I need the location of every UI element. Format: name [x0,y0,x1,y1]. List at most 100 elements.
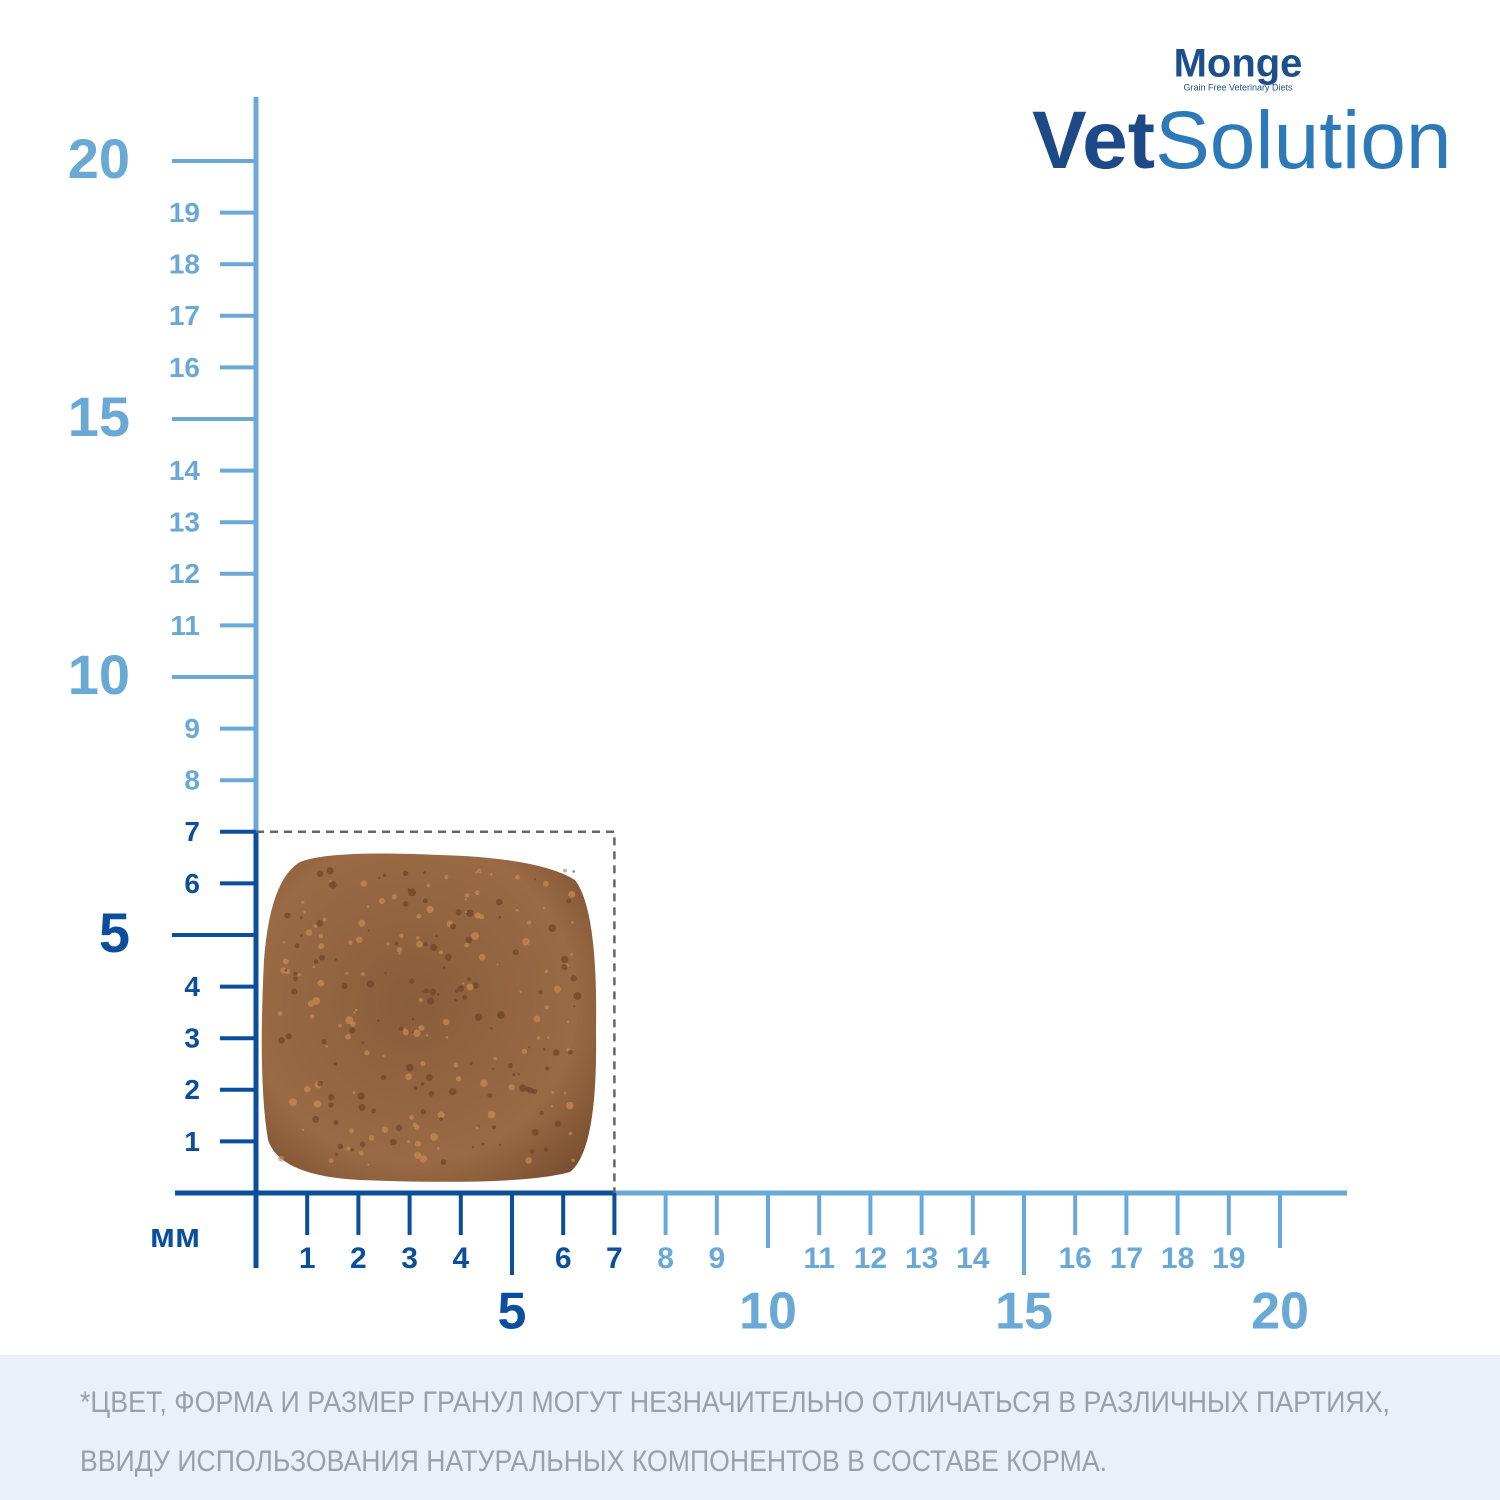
texture-dot [329,880,337,889]
texture-dot [487,1110,496,1119]
texture-dot [318,943,325,950]
texture-dot [461,982,465,985]
texture-dot [349,1027,356,1034]
y-tick-label: 19 [169,197,200,228]
texture-dot [377,1019,380,1022]
texture-dot [508,1084,515,1091]
texture-dot [412,1122,418,1128]
texture-dot [518,1084,527,1092]
texture-dot [442,1018,450,1026]
texture-dot [284,912,291,919]
y-tick-label: 14 [169,455,201,486]
texture-dot [313,1100,322,1108]
x-tick-label: 14 [956,1242,990,1275]
texture-dot [551,1090,555,1094]
texture-dot [297,973,301,977]
texture-dot [550,1105,554,1108]
texture-dot [346,1146,351,1151]
texture-dot [312,997,321,1005]
y-tick-label: 13 [169,507,200,538]
x-tick-label: 20 [1251,1283,1309,1341]
texture-dot [312,1115,320,1123]
y-tick-label: 4 [184,971,200,1002]
x-tick-label: 1 [299,1242,316,1275]
texture-dot [338,1023,342,1028]
texture-dot [381,1126,389,1133]
texture-dot [309,1014,315,1019]
texture-dot [491,1067,495,1070]
texture-dot [472,982,479,989]
texture-dot [354,1008,358,1012]
texture-dot [529,1149,535,1154]
kibble-texture [277,867,582,1166]
texture-dot [337,1143,344,1150]
texture-dot [328,1093,335,1101]
texture-dot [423,941,428,947]
x-tick-label: 17 [1110,1242,1143,1275]
texture-dot [553,985,561,993]
texture-dot [321,1038,327,1045]
texture-dot [399,1026,404,1031]
texture-dot [428,1091,435,1097]
texture-dot [413,1085,418,1090]
texture-dot [329,879,332,883]
texture-dot [328,1102,334,1108]
texture-dot [333,1062,337,1066]
texture-dot [304,1085,311,1093]
texture-dot [471,931,479,940]
texture-dot [407,1140,411,1144]
texture-dot [542,1047,546,1051]
texture-dot [313,924,318,928]
texture-dot [382,1054,385,1058]
texture-dot [299,916,303,919]
texture-dot [422,991,425,994]
texture-dot [420,1060,426,1067]
texture-dot [538,990,543,995]
texture-dot [426,905,434,914]
texture-dot [445,953,452,961]
texture-dot [566,898,572,904]
texture-dot [405,1073,412,1081]
x-tick-label: 8 [657,1242,674,1275]
texture-dot [429,988,437,996]
texture-dot [455,909,462,916]
texture-dot [384,972,387,975]
texture-dot [570,975,577,982]
y-tick-label: 3 [184,1023,200,1054]
x-tick-label: 10 [739,1283,797,1341]
texture-dot [437,1111,445,1119]
texture-dot [454,989,459,994]
texture-dot [368,1134,375,1141]
texture-dot [416,913,422,919]
texture-dot [294,943,300,949]
texture-dot [515,908,519,912]
texture-dot [334,1152,339,1156]
texture-dot [507,1063,513,1069]
texture-dot [349,1128,355,1134]
texture-dot [367,929,370,932]
texture-dot [426,883,431,888]
texture-dot [402,901,409,907]
texture-dot [280,967,287,974]
texture-dot [377,876,381,880]
texture-dot [568,1131,573,1136]
texture-dot [307,1000,315,1008]
texture-dot [312,965,316,969]
texture-dot [411,1018,415,1021]
texture-dot [396,947,403,953]
texture-dot [543,1147,549,1152]
texture-dot [328,1158,334,1164]
texture-dot [512,949,519,956]
texture-dot [422,898,428,904]
texture-dot [466,909,474,917]
texture-dot [299,933,303,937]
texture-dot [380,1074,387,1081]
kibble-outline [256,830,616,1193]
texture-dot [454,998,457,1002]
texture-dot [325,1045,328,1048]
texture-dot [519,990,523,993]
texture-dot [517,1072,521,1076]
texture-dot [427,997,435,1005]
texture-dot [386,942,390,946]
